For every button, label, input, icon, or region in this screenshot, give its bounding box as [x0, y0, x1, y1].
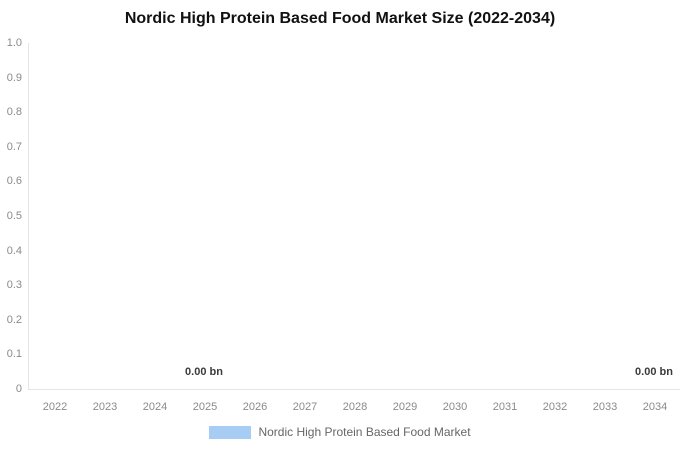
x-tick-label: 2028	[342, 401, 368, 413]
y-tick-label: 0.5	[6, 210, 22, 222]
y-tick-label: 0.4	[6, 245, 22, 257]
y-tick-label: 0.1	[6, 348, 22, 360]
x-tick-label: 2033	[592, 401, 618, 413]
x-tick-label: 2022	[42, 401, 68, 413]
chart-title: Nordic High Protein Based Food Market Si…	[124, 10, 556, 27]
data-label-2025: 0.00 bn	[185, 366, 223, 378]
x-axis-line	[28, 389, 680, 390]
legend-swatch	[209, 426, 252, 439]
x-tick-label: 2032	[542, 401, 568, 413]
x-tick-label: 2034	[642, 401, 668, 413]
y-tick-label: 0.8	[6, 106, 22, 118]
legend-item[interactable]: Nordic High Protein Based Food Market	[209, 425, 471, 440]
y-tick-label: 0.6	[6, 175, 22, 187]
y-tick-label: 0.7	[6, 141, 22, 153]
x-tick-label: 2026	[242, 401, 268, 413]
y-axis-line	[28, 43, 29, 389]
x-tick-label: 2027	[292, 401, 318, 413]
x-tick-label: 2031	[492, 401, 518, 413]
x-tick-label: 2023	[92, 401, 118, 413]
y-tick-label: 1.0	[6, 37, 22, 49]
legend-label: Nordic High Protein Based Food Market	[258, 425, 471, 439]
legend: Nordic High Protein Based Food Market	[0, 425, 680, 440]
y-tick-label: 0.3	[6, 279, 22, 291]
data-label-2034: 0.00 bn	[635, 366, 673, 378]
y-tick-label: 0	[15, 383, 22, 395]
x-tick-label: 2029	[392, 401, 418, 413]
x-tick-label: 2025	[192, 401, 218, 413]
x-tick-label: 2030	[442, 401, 468, 413]
x-tick-label: 2024	[142, 401, 168, 413]
y-tick-label: 0.9	[6, 72, 22, 84]
y-tick-label: 0.2	[6, 314, 22, 326]
